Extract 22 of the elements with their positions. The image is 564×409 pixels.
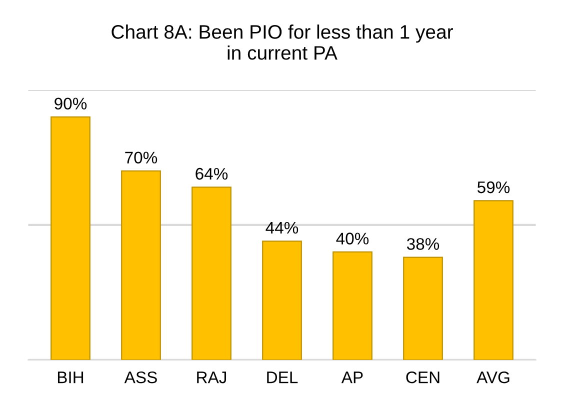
- x-tick-label: ASS: [124, 371, 157, 384]
- data-label: 64%: [196, 168, 228, 180]
- data-label: 70%: [125, 152, 158, 164]
- data-label: 38%: [406, 238, 440, 250]
- bar: [474, 200, 514, 360]
- data-label: 59%: [477, 181, 510, 194]
- bar: [192, 186, 232, 360]
- x-tick-label: CEN: [406, 371, 440, 384]
- x-tick-label: AVG: [476, 371, 510, 384]
- data-label: 44%: [266, 222, 298, 234]
- data-label: 40%: [336, 232, 369, 244]
- x-tick-label: BIH: [58, 372, 84, 384]
- bar: [403, 256, 443, 360]
- bar: [121, 170, 161, 360]
- bar: [50, 116, 90, 360]
- x-tick-label: RAJ: [197, 372, 226, 384]
- x-tick-label: AP: [341, 372, 363, 384]
- bar: [262, 240, 302, 360]
- chart-title: Chart 8A: Been PIO for less than 1 year in current PA: [112, 24, 453, 60]
- bar: [332, 251, 372, 360]
- x-tick-label: DEL: [267, 372, 298, 384]
- data-label: 90%: [54, 98, 87, 110]
